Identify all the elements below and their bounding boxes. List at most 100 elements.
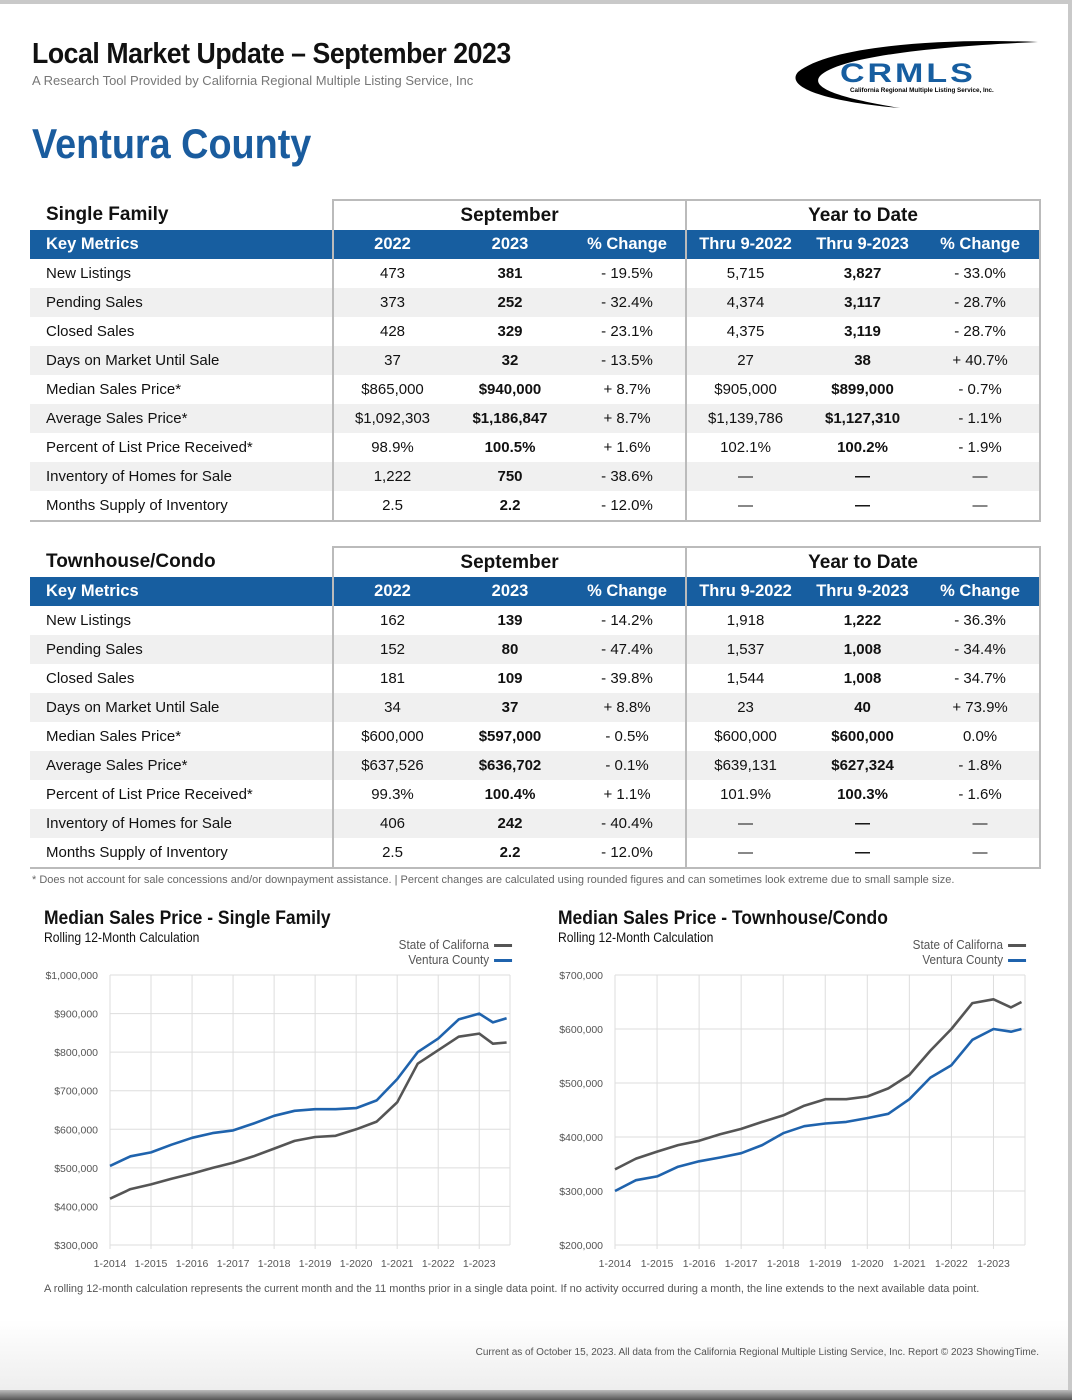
table-cell: $1,127,310 [804, 404, 922, 433]
legend-item-state: State of Californa [398, 937, 512, 952]
series-line-county [109, 1012, 507, 1168]
table-cell: 2.2 [451, 491, 569, 522]
table-cell: 1,008 [804, 635, 922, 664]
column-header: Thru 9-2022 [685, 230, 805, 259]
table-cell: - 1.9% [921, 433, 1042, 462]
table-cell: 4,375 [685, 317, 805, 346]
table-cell: 381 [497, 265, 523, 282]
table-cell: - 12.0% [569, 838, 687, 869]
x-tick-label: 1-2018 [258, 1258, 291, 1270]
table-cell: $940,000 [478, 381, 542, 398]
y-tick-label: $800,000 [54, 1047, 98, 1059]
table-cell: Closed Sales [46, 323, 135, 340]
table-cell: 27 [685, 346, 805, 375]
table-cell: 3,119 [844, 323, 881, 340]
y-tick-label: $600,000 [54, 1124, 98, 1136]
table-cell: 5,715 [685, 259, 805, 288]
table-group-header: Single Family September Year to Date [30, 199, 1042, 230]
table-cell: 329 [497, 323, 523, 340]
table-cell: - 47.4% [569, 635, 687, 664]
table-cell: Average Sales Price* [30, 404, 333, 433]
table-cell: - 36.3% [921, 606, 1042, 635]
rolling-calculation-note: A rolling 12-month calculation represent… [44, 1283, 980, 1295]
table-cell: 428 [332, 317, 451, 346]
table-group-header: Townhouse/Condo September Year to Date [30, 546, 1042, 577]
table-cell: $899,000 [831, 381, 894, 398]
table-cell: 101.9% [685, 780, 805, 809]
page-title: Local Market Update – September 2023 [32, 38, 511, 70]
table-row: Months Supply of Inventory 2.5 2.2- 12.0% —… [30, 491, 1042, 522]
table-cell: — [804, 462, 922, 491]
y-tick-label: $500,000 [559, 1078, 603, 1090]
column-header: 2023 [451, 230, 569, 259]
column-header: Key Metrics [30, 230, 333, 259]
table-cell: 750 [451, 462, 569, 491]
table-cell: - 23.1% [601, 323, 653, 340]
y-tick-label: $300,000 [559, 1186, 603, 1198]
chart-legend-single-family: State of Californa Ventura County [398, 937, 512, 967]
table-cell: 100.5% [484, 439, 536, 456]
x-tick-label: 1-2020 [340, 1258, 373, 1270]
table-cell: Percent of List Price Received* [46, 439, 253, 456]
table-cell: Pending Sales [30, 288, 333, 317]
table-cell: Median Sales Price* [46, 381, 182, 398]
table-cell: Inventory of Homes for Sale [30, 462, 333, 491]
table-cell: $600,000 [332, 722, 451, 751]
table-cell: Days on Market Until Sale [30, 693, 333, 722]
table-cell: 1,222 [843, 612, 882, 629]
x-tick-label: 1-2021 [381, 1258, 414, 1270]
x-tick-label: 1-2019 [809, 1258, 842, 1270]
table-cell: - 38.6% [569, 462, 687, 491]
page-border-bottom [0, 1390, 1072, 1400]
column-header: % Change [921, 230, 1042, 259]
table-cell: - 13.5% [569, 346, 687, 375]
page-border-right [1068, 0, 1072, 1400]
table-cell: 1,544 [685, 664, 805, 693]
table-cell: $1,092,303 [332, 404, 451, 433]
table-cell: — [921, 838, 1042, 869]
table-row: Inventory of Homes for Sale 406 242- 40.4%… [30, 809, 1042, 838]
table-cell: + 8.7% [603, 381, 651, 398]
chart-single-family: $1,000,000 $900,000 $800,000 $700,000 $600,0… [45, 970, 511, 1270]
column-header: Key Metrics [30, 577, 333, 606]
table-cell: 2.5 [332, 838, 451, 869]
table-cell: + 1.1% [603, 786, 651, 803]
table-cell: + 73.9% [921, 693, 1042, 722]
table-cell: - 34.7% [921, 664, 1042, 693]
x-tick-label: 1-2016 [176, 1258, 209, 1270]
x-tick-label: 1-2018 [767, 1258, 800, 1270]
section-title: Single Family [46, 204, 169, 225]
table-cell: - 0.1% [569, 751, 687, 780]
table-cell: - 0.5% [605, 728, 649, 745]
table-cell: Inventory of Homes for Sale [30, 809, 333, 838]
y-tick-label: $200,000 [559, 1240, 603, 1252]
column-header: % Change [569, 577, 687, 606]
table-cell: $627,324 [804, 751, 922, 780]
table-row: Average Sales Price* $637,526 $636,702- 0.… [30, 751, 1042, 780]
table-cell: $636,702 [451, 751, 569, 780]
county-title: Ventura County [32, 120, 312, 167]
table-cell: + 40.7% [921, 346, 1042, 375]
column-header: Thru 9-2022 [685, 577, 805, 606]
chart-title-townhouse-condo: Median Sales Price - Townhouse/Condo [558, 908, 888, 929]
table-row: Inventory of Homes for Sale 1,222 750- 38.… [30, 462, 1042, 491]
table-cell: 1,222 [332, 462, 451, 491]
legend-item-county: Ventura County [398, 952, 512, 967]
table-cell: - 32.4% [569, 288, 687, 317]
table-cell: — [685, 809, 805, 838]
section-title: Townhouse/Condo [46, 551, 216, 572]
table-cell: 34 [332, 693, 451, 722]
footer-shade [0, 1320, 1068, 1390]
table-cell: 242 [451, 809, 569, 838]
table-cell: 40 [804, 693, 922, 722]
svg-text:CRMLS: CRMLS [840, 57, 976, 88]
legend-swatch-county [1008, 959, 1026, 963]
crmls-logo: CRMLS California Regional Multiple Listi… [795, 41, 1038, 109]
x-tick-label: 1-2022 [422, 1258, 455, 1270]
table-cell: $637,526 [332, 751, 451, 780]
x-tick-label: 1-2023 [463, 1258, 496, 1270]
x-tick-label: 1-2015 [641, 1258, 674, 1270]
single-family-metrics-table: Single Family September Year to Date Key Me… [30, 199, 1042, 522]
table-cell: Closed Sales [46, 670, 135, 687]
table-cell: - 12.0% [569, 491, 687, 522]
